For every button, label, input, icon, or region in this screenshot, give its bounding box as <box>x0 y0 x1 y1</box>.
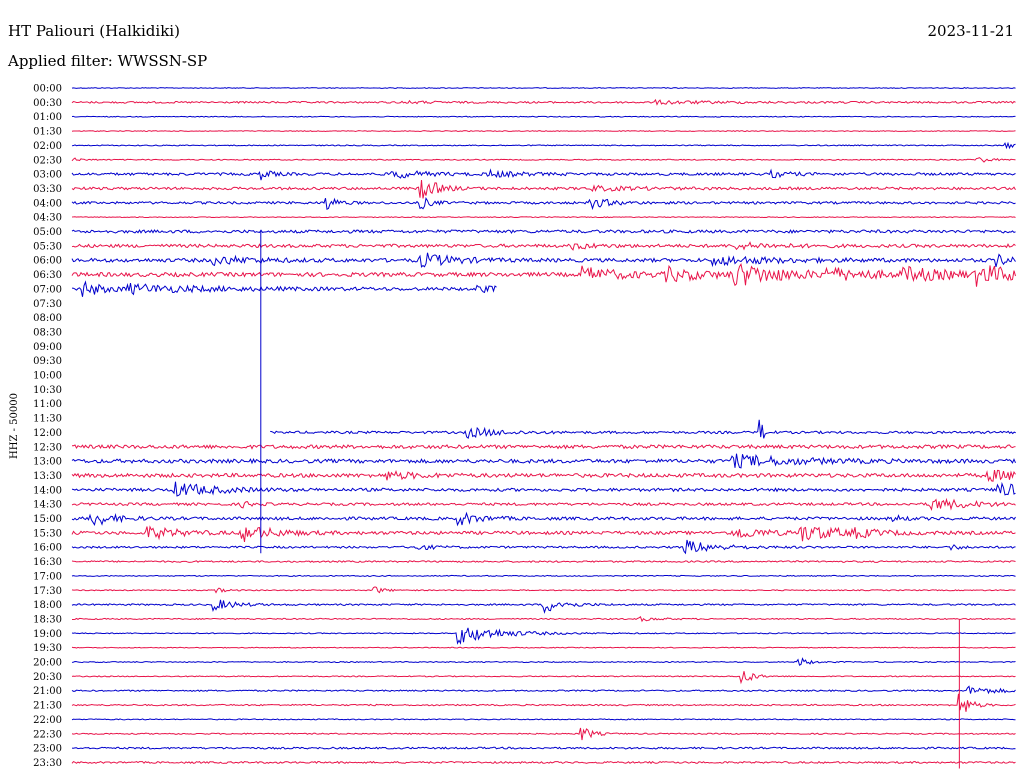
time-label: 22:00 <box>33 715 62 726</box>
trace-row <box>71 627 1016 645</box>
time-label: 12:30 <box>33 442 62 453</box>
time-label: 06:00 <box>33 256 62 267</box>
trace-row <box>71 525 1016 542</box>
trace-row <box>71 718 1016 721</box>
trace-row <box>71 115 1016 118</box>
time-label: 01:30 <box>33 127 62 138</box>
filter-line: Applied filter: WWSSN-SP <box>8 52 207 70</box>
time-label: 14:00 <box>33 485 62 496</box>
trace-row <box>71 469 1016 482</box>
trace-row <box>71 727 1016 741</box>
trace-row <box>71 657 1016 666</box>
trace-row <box>71 280 497 297</box>
trace-row <box>71 539 1016 555</box>
time-label: 08:30 <box>33 327 62 338</box>
time-label: 19:00 <box>33 629 62 640</box>
time-label: 07:00 <box>33 284 62 295</box>
trace-row <box>71 511 1016 527</box>
time-label: 16:30 <box>33 557 62 568</box>
time-label: 09:30 <box>33 356 62 367</box>
time-label: 17:30 <box>33 586 62 597</box>
trace-row <box>71 671 1016 685</box>
trace-row <box>71 179 1016 199</box>
time-label: 07:30 <box>33 299 62 310</box>
time-label: 05:30 <box>33 241 62 252</box>
trace-row <box>71 646 1016 649</box>
time-label: 18:30 <box>33 614 62 625</box>
time-label: 03:00 <box>33 170 62 181</box>
filter-name: WWSSN-SP <box>117 52 208 70</box>
trace-row <box>71 746 1016 750</box>
time-label: 15:30 <box>33 528 62 539</box>
time-label: 06:30 <box>33 270 62 281</box>
trace-row <box>71 443 1016 450</box>
trace-row <box>71 586 1016 594</box>
trace-row <box>71 87 1016 89</box>
trace-row <box>71 229 1016 234</box>
time-label: 03:30 <box>33 184 62 195</box>
time-label: 10:00 <box>33 371 62 382</box>
time-label: 21:30 <box>33 701 62 712</box>
plot-date: 2023-11-21 <box>927 22 1014 40</box>
time-label: 00:30 <box>33 98 62 109</box>
trace-row <box>71 560 1016 563</box>
trace-row <box>71 760 1016 765</box>
time-label: 21:00 <box>33 686 62 697</box>
trace-row <box>71 252 1016 268</box>
trace-row <box>71 693 1016 712</box>
time-label: 04:30 <box>33 213 62 224</box>
time-label: 15:00 <box>33 514 62 525</box>
time-label: 20:30 <box>33 672 62 683</box>
time-label: 13:00 <box>33 457 62 468</box>
trace-row <box>270 419 1016 440</box>
time-label: 14:30 <box>33 500 62 511</box>
trace-row <box>71 98 1016 106</box>
trace-row <box>71 497 1016 512</box>
y-axis-label: HHZ - 50000 <box>9 393 20 459</box>
time-label: 02:30 <box>33 155 62 166</box>
time-label: 23:00 <box>33 744 62 755</box>
time-label: 04:00 <box>33 198 62 209</box>
time-label: 09:00 <box>33 342 62 353</box>
time-label: 10:30 <box>33 385 62 396</box>
trace-row <box>71 130 1016 132</box>
time-label: 05:00 <box>33 227 62 238</box>
trace-row <box>71 574 1016 577</box>
time-label: 19:30 <box>33 643 62 654</box>
time-label: 13:30 <box>33 471 62 482</box>
trace-row <box>71 157 1016 163</box>
trace-row <box>71 168 1016 181</box>
trace-row <box>71 685 1016 695</box>
trace-row <box>71 262 1016 287</box>
trace-row <box>71 481 1016 497</box>
time-label: 18:00 <box>33 600 62 611</box>
time-label: 22:30 <box>33 729 62 740</box>
trace-row <box>71 616 1016 623</box>
trace-row <box>71 216 1016 219</box>
time-label: 20:00 <box>33 658 62 669</box>
trace-layer: 00:00 00:30 01:00 01:30 02:00 02:30 03:00 03:30… <box>33 84 1016 769</box>
trace-row <box>71 197 1016 211</box>
filter-prefix: Applied filter: <box>8 52 113 70</box>
time-label: 11:30 <box>33 414 62 425</box>
time-label: 11:00 <box>33 399 62 410</box>
time-label: 17:00 <box>33 571 62 582</box>
time-label: 12:00 <box>33 428 62 439</box>
trace-row <box>71 241 1016 251</box>
time-label: 08:00 <box>33 313 62 324</box>
time-label: 01:00 <box>33 112 62 123</box>
time-label: 00:00 <box>33 84 62 95</box>
time-label: 16:00 <box>33 543 62 554</box>
trace-row <box>71 453 1016 469</box>
time-label: 23:30 <box>33 758 62 769</box>
trace-row <box>71 599 1016 614</box>
station-title: HT Paliouri (Halkidiki) <box>8 22 180 40</box>
time-label: 02:00 <box>33 141 62 152</box>
trace-row <box>71 141 1016 150</box>
